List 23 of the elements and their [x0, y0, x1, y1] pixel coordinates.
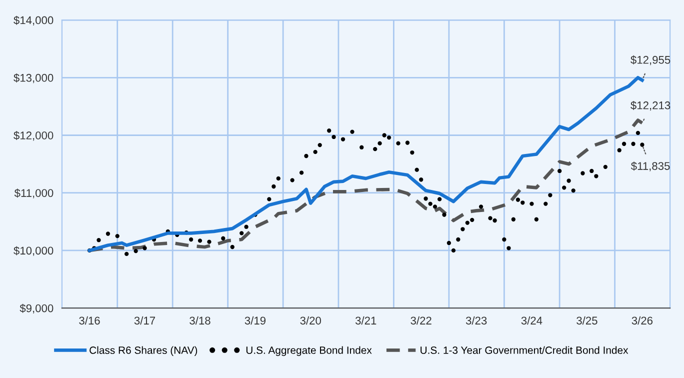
x-tick-label: 3/18	[190, 316, 210, 325]
x-tick-label: 3/25	[576, 316, 598, 325]
x-tick-label: 3/23	[466, 316, 487, 325]
annotation: $11,835	[630, 162, 670, 172]
y-tick-label: $11,000	[14, 188, 54, 198]
legend-label: U.S. Aggregate Bond Index	[246, 346, 372, 356]
legend-label: Class R6 Shares (NAV)	[90, 346, 198, 356]
y-tick-label: $14,000	[14, 16, 54, 26]
x-tick-label: 3/16	[79, 316, 100, 325]
x-tick-label: 3/26	[632, 316, 653, 325]
y-tick-label: $10,000	[14, 246, 54, 256]
legend-label: U.S. 1-3 Year Government/Credit Bond Index	[420, 346, 628, 354]
annotation: $12,213	[630, 100, 670, 111]
annotation: $12,955	[630, 55, 670, 66]
y-tick-label: $9,000	[20, 304, 54, 314]
x-tick-label: 3/22	[410, 316, 432, 325]
x-tick-label: 3/24	[521, 316, 542, 325]
x-tick-label: 3/19	[244, 316, 266, 325]
y-tick-label: $12,000	[14, 131, 54, 141]
x-tick-label: 3/21	[355, 316, 376, 325]
x-tick-label: 3/17	[134, 316, 156, 325]
x-tick-label: 3/20	[300, 316, 321, 325]
y-tick-label: $13,000	[14, 73, 54, 84]
